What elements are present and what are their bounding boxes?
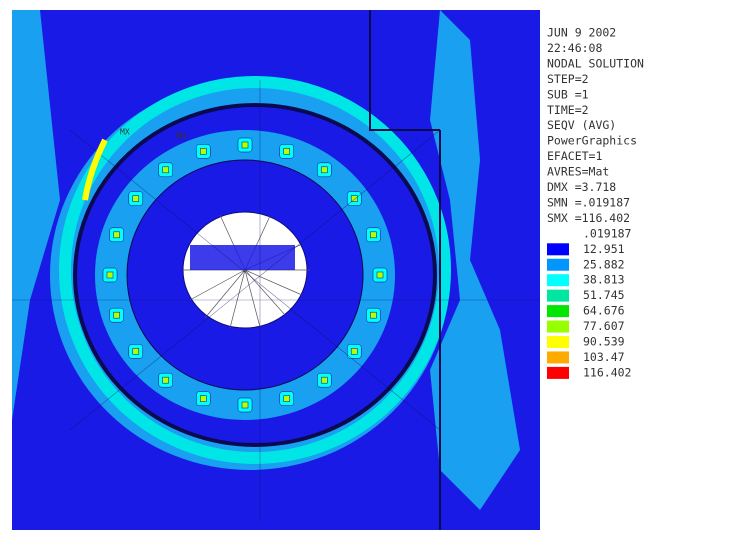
info-line: SMX =116.402 <box>547 211 630 225</box>
legend-label: 90.539 <box>583 335 625 349</box>
tooth-core <box>321 376 328 384</box>
tooth-core <box>162 166 169 174</box>
tooth-core <box>132 195 140 202</box>
legend-swatch <box>547 351 569 364</box>
tooth-core <box>241 141 249 149</box>
legend-label: 51.745 <box>583 288 625 302</box>
legend-label: 77.607 <box>583 319 625 333</box>
tooth-core <box>350 195 358 202</box>
info-line: SMN =.019187 <box>547 195 630 209</box>
info-line: SUB =1 <box>547 87 589 101</box>
legend-swatch <box>547 274 569 287</box>
legend-label: 38.813 <box>583 273 625 287</box>
tooth-core <box>162 376 169 384</box>
tooth-core <box>370 231 377 239</box>
legend-swatch <box>547 243 569 256</box>
tooth-core <box>241 401 249 409</box>
info-line: AVRES=Mat <box>547 165 609 179</box>
legend-label: 103.47 <box>583 350 625 364</box>
tooth-core <box>370 311 377 319</box>
info-line: JUN 9 2002 <box>547 26 616 40</box>
tooth-core <box>321 166 328 174</box>
legend-label: 64.676 <box>583 304 625 318</box>
max-marker: MX <box>120 128 130 137</box>
legend-swatch <box>547 305 569 318</box>
info-line: 22:46:08 <box>547 41 602 55</box>
info-line: EFACET=1 <box>547 149 602 163</box>
tooth-core <box>283 148 290 155</box>
legend-label: 12.951 <box>583 242 625 256</box>
tooth-core <box>106 271 114 279</box>
tooth-core <box>376 271 384 279</box>
info-line: SEQV (AVG) <box>547 118 616 132</box>
legend-label: 25.882 <box>583 257 625 271</box>
info-line: STEP=2 <box>547 72 589 86</box>
legend-swatch <box>547 258 569 271</box>
info-line: NODAL SOLUTION <box>547 56 644 70</box>
info-line: DMX =3.718 <box>547 180 616 194</box>
tooth-core <box>200 148 207 155</box>
tooth-core <box>350 348 358 355</box>
tooth-core <box>132 348 140 355</box>
min-marker: MN <box>176 132 186 141</box>
tooth-core <box>283 395 290 402</box>
contour-plot: MX MN <box>12 10 540 530</box>
legend-swatch <box>547 336 569 348</box>
info-line: PowerGraphics <box>547 134 637 148</box>
legend-swatch <box>547 366 569 379</box>
legend-label: .019187 <box>583 226 632 240</box>
legend-label: 116.402 <box>583 365 631 379</box>
legend-swatch <box>547 289 569 302</box>
tooth-core <box>200 395 207 402</box>
tooth-core <box>113 231 120 239</box>
info-line: TIME=2 <box>547 103 589 117</box>
tooth-core <box>113 311 120 319</box>
legend-swatch <box>547 320 569 333</box>
